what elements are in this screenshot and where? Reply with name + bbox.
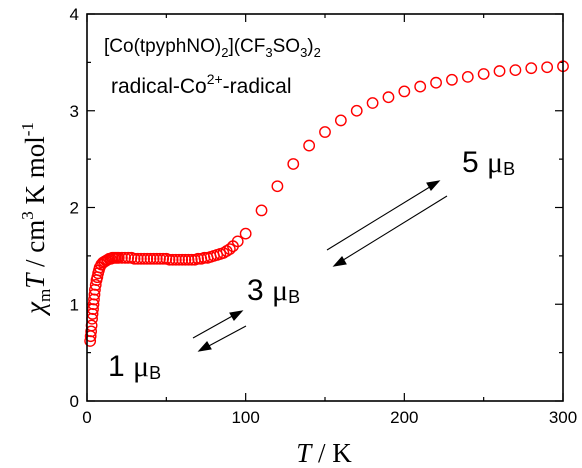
x-axis-label: T / K [296, 438, 352, 468]
data-point [131, 252, 144, 265]
arrow-up-3-5-head [426, 180, 441, 191]
data-point [446, 73, 458, 86]
tick-labels: 0 100 200 300 0 1 2 3 4 [70, 5, 578, 427]
x-tick-label: 300 [549, 408, 577, 427]
data-point [138, 252, 151, 265]
data-point [223, 243, 236, 256]
data-point [541, 61, 554, 74]
y-tick-label: 4 [70, 5, 79, 24]
y-tick-label: 0 [70, 392, 79, 411]
data-point [255, 204, 268, 217]
arrow-up-3-5 [326, 184, 434, 251]
data-point [231, 235, 244, 248]
data-point [141, 252, 154, 265]
axis-ticks [86, 13, 564, 402]
data-point [303, 139, 316, 152]
data-point [85, 325, 98, 338]
data-point [414, 80, 427, 93]
data-point [271, 180, 284, 193]
data-points [84, 60, 569, 347]
plot-frame [86, 13, 564, 402]
data-point [176, 253, 189, 266]
y-tick-label: 1 [70, 295, 79, 314]
data-point [147, 252, 160, 265]
data-point [185, 253, 198, 266]
data-point [163, 253, 176, 266]
arrow-down-5-3-head [332, 256, 347, 267]
data-point [135, 252, 147, 265]
data-point [157, 252, 170, 265]
label-1-muB: 1 μB [108, 350, 161, 383]
data-point [122, 251, 135, 264]
x-tick-label: 200 [390, 408, 418, 427]
arrow-up-1-3-head [229, 310, 244, 321]
data-point [179, 253, 192, 266]
arrow-up-1-3 [192, 313, 237, 339]
data-point [119, 251, 131, 264]
x-tick-label: 0 [82, 408, 91, 427]
data-point [112, 251, 125, 264]
data-point [166, 253, 179, 266]
data-point [182, 253, 195, 266]
data-point [150, 252, 163, 265]
data-point [366, 97, 379, 109]
data-point [350, 104, 363, 117]
arrow-down-5-3 [339, 195, 448, 263]
data-point [192, 252, 204, 265]
data-point [461, 70, 474, 83]
data-point [169, 253, 182, 266]
transition-arrows [192, 180, 448, 352]
data-point [128, 252, 141, 265]
arrow-down-3-1 [204, 325, 247, 349]
data-point [173, 253, 185, 266]
data-point [509, 64, 522, 77]
data-point [154, 252, 166, 265]
data-point [319, 126, 331, 138]
data-point [239, 227, 252, 240]
data-point [398, 85, 411, 98]
data-point [493, 65, 506, 77]
compound-formula: [Co(tpyphNO)2](CF3SO3)2 [104, 36, 321, 60]
y-axis-label: χmT / cm3 K mol-1 [18, 122, 54, 317]
compound-description: radical-Co2+-radical [111, 71, 292, 98]
label-5-muB: 5 μB [462, 146, 515, 179]
data-point [525, 62, 538, 75]
data-point [382, 91, 395, 104]
y-tick-label: 3 [70, 102, 79, 121]
data-point [89, 278, 102, 291]
x-tick-label: 100 [231, 408, 259, 427]
arrow-down-3-1-head [197, 341, 212, 352]
data-point [287, 158, 300, 170]
y-tick-label: 2 [70, 199, 79, 218]
data-point [144, 252, 157, 265]
data-point [116, 251, 128, 264]
data-point [477, 68, 490, 80]
label-3-muB: 3 μB [247, 274, 300, 307]
data-point [334, 114, 347, 127]
data-point [430, 76, 442, 89]
